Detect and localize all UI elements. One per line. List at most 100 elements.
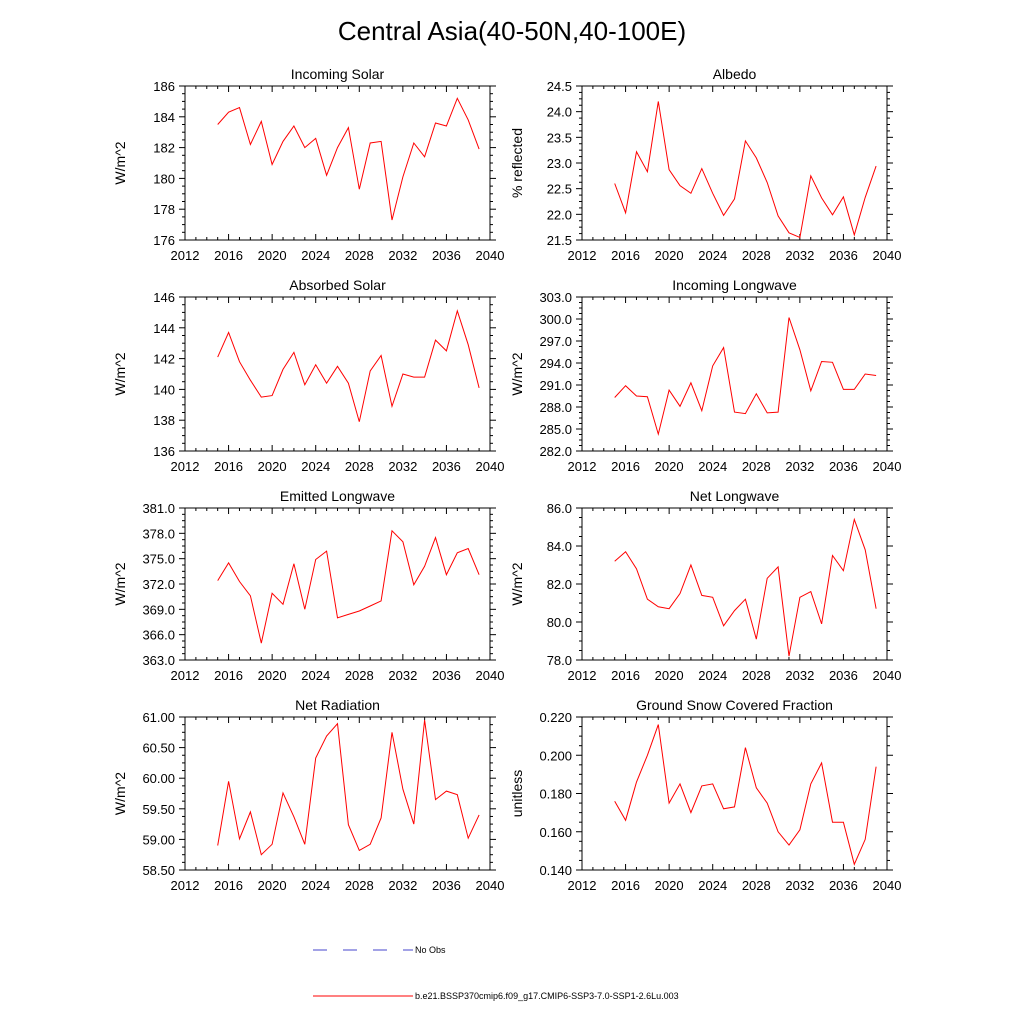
x-tick-label: 2040 xyxy=(873,459,902,474)
y-tick-label: 381.0 xyxy=(142,501,175,516)
panel-1: Albedo 2012 2016 2020 2024 2028 2032 2036 2040 21… xyxy=(509,66,901,263)
series-line-0 xyxy=(614,317,877,437)
x-tick-label: 2016 xyxy=(611,878,640,893)
x-tick-label: 2036 xyxy=(829,459,858,474)
plot-frame xyxy=(581,507,888,661)
x-tick-label: 2016 xyxy=(214,248,243,263)
plot-frame xyxy=(184,85,491,241)
y-tick-label: 282.0 xyxy=(539,444,572,459)
x-tick-label: 2028 xyxy=(345,668,374,683)
x-tick-label: 2016 xyxy=(214,878,243,893)
panel-title: Incoming Longwave xyxy=(672,277,797,293)
y-tick-label: 0.140 xyxy=(539,863,572,878)
y-tick-label: 176 xyxy=(153,233,175,248)
panel-title: Net Radiation xyxy=(295,697,380,713)
figure-title: Central Asia(40-50N,40-100E) xyxy=(338,16,686,46)
y-tick-label: 60.50 xyxy=(142,741,175,756)
x-tick-label: 2024 xyxy=(698,459,727,474)
x-tick-label: 2012 xyxy=(568,459,597,474)
x-tick-label: 2028 xyxy=(742,459,771,474)
y-tick-label: 184 xyxy=(153,110,175,125)
y-tick-label: 144 xyxy=(153,321,175,336)
plot-frame xyxy=(184,296,491,452)
x-tick-label: 2020 xyxy=(258,878,287,893)
x-tick-label: 2020 xyxy=(258,459,287,474)
y-axis-label: % reflected xyxy=(509,128,525,198)
y-tick-label: 21.5 xyxy=(547,233,572,248)
x-tick-label: 2036 xyxy=(432,878,461,893)
x-tick-label: 2028 xyxy=(345,878,374,893)
x-tick-label: 2040 xyxy=(873,668,902,683)
x-tick-label: 2012 xyxy=(568,248,597,263)
legend-label-0: No Obs xyxy=(415,945,446,955)
panel-4: Emitted Longwave 2012 2016 2020 2024 2028 2032… xyxy=(112,488,504,683)
legend-label-1: b.e21.BSSP370cmip6.f09_g17.CMIP6-SSP3-7.… xyxy=(415,991,679,1001)
y-tick-label: 58.50 xyxy=(142,863,175,878)
y-tick-label: 363.0 xyxy=(142,653,175,668)
x-tick-label: 2012 xyxy=(171,668,200,683)
panel-5: Net Longwave 2012 2016 2020 2024 2028 2032 2036… xyxy=(509,488,901,683)
x-tick-label: 2016 xyxy=(611,248,640,263)
y-tick-label: 0.160 xyxy=(539,825,572,840)
series-line-0 xyxy=(217,720,480,856)
y-tick-label: 138 xyxy=(153,413,175,428)
x-tick-label: 2032 xyxy=(388,878,417,893)
x-tick-label: 2032 xyxy=(785,878,814,893)
plot-frame xyxy=(581,296,888,452)
panel-title: Emitted Longwave xyxy=(280,488,395,504)
x-tick-label: 2036 xyxy=(432,248,461,263)
y-tick-label: 369.0 xyxy=(142,602,175,617)
x-tick-label: 2036 xyxy=(829,668,858,683)
x-tick-label: 2032 xyxy=(388,668,417,683)
plot-frame xyxy=(581,716,888,871)
x-tick-label: 2012 xyxy=(171,459,200,474)
y-axis-label: W/m^2 xyxy=(112,772,128,815)
y-tick-label: 84.0 xyxy=(547,539,572,554)
y-tick-label: 146 xyxy=(153,290,175,305)
panels: Incoming Solar 2012 2016 2020 2024 2028 2032 20… xyxy=(112,66,901,893)
y-axis-label: W/m^2 xyxy=(509,352,525,395)
y-tick-label: 22.0 xyxy=(547,207,572,222)
x-tick-label: 2040 xyxy=(476,668,505,683)
x-tick-label: 2028 xyxy=(742,668,771,683)
x-tick-label: 2012 xyxy=(568,878,597,893)
y-axis-label: W/m^2 xyxy=(112,141,128,184)
y-tick-label: 288.0 xyxy=(539,400,572,415)
x-tick-label: 2020 xyxy=(258,668,287,683)
series-line-0 xyxy=(217,309,480,422)
x-tick-label: 2020 xyxy=(258,248,287,263)
x-tick-label: 2012 xyxy=(171,878,200,893)
y-tick-label: 291.0 xyxy=(539,378,572,393)
plot-frame xyxy=(184,507,491,661)
x-tick-label: 2016 xyxy=(214,668,243,683)
x-tick-label: 2020 xyxy=(655,878,684,893)
y-tick-label: 0.200 xyxy=(539,748,572,763)
x-tick-label: 2016 xyxy=(214,459,243,474)
x-tick-label: 2020 xyxy=(655,248,684,263)
series-line-0 xyxy=(614,517,877,657)
y-axis-label: W/m^2 xyxy=(509,562,525,605)
x-tick-label: 2036 xyxy=(432,668,461,683)
x-tick-label: 2012 xyxy=(171,248,200,263)
panel-title: Net Longwave xyxy=(690,488,780,504)
x-tick-label: 2028 xyxy=(742,248,771,263)
panel-title: Albedo xyxy=(713,66,757,82)
x-tick-label: 2024 xyxy=(698,668,727,683)
x-tick-label: 2032 xyxy=(785,668,814,683)
x-tick-label: 2040 xyxy=(476,459,505,474)
y-tick-label: 285.0 xyxy=(539,422,572,437)
y-tick-label: 297.0 xyxy=(539,334,572,349)
y-tick-label: 78.0 xyxy=(547,653,572,668)
y-tick-label: 22.5 xyxy=(547,182,572,197)
x-tick-label: 2040 xyxy=(873,248,902,263)
series-line-0 xyxy=(217,97,480,221)
y-tick-label: 82.0 xyxy=(547,577,572,592)
y-tick-label: 23.5 xyxy=(547,130,572,145)
x-tick-label: 2032 xyxy=(388,459,417,474)
x-tick-label: 2032 xyxy=(785,459,814,474)
y-axis-label: W/m^2 xyxy=(112,562,128,605)
y-tick-label: 300.0 xyxy=(539,312,572,327)
series-line-0 xyxy=(217,529,480,644)
plot-frame xyxy=(581,85,888,241)
